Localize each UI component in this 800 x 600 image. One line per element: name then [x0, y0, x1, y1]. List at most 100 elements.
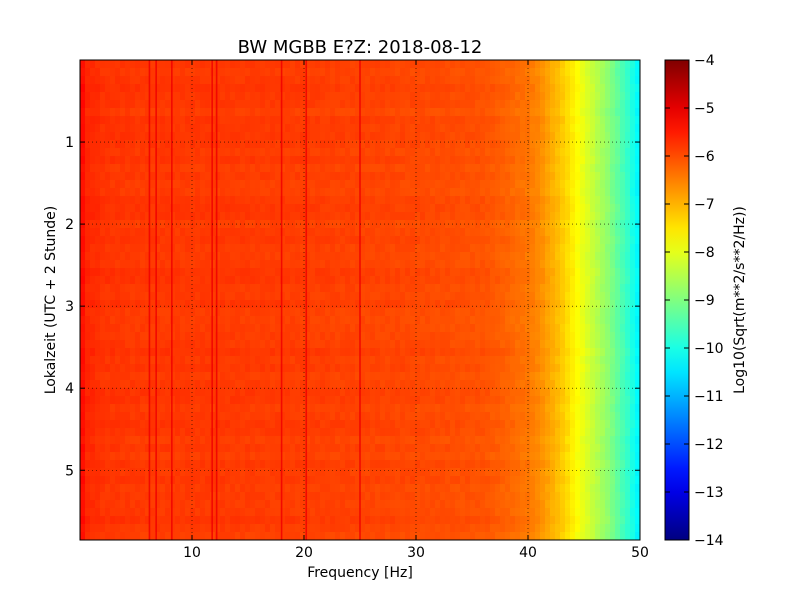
heatmap-cell [505, 172, 511, 181]
heatmap-cell [135, 148, 141, 157]
heatmap-cell [515, 204, 521, 213]
heatmap-cell [445, 348, 451, 357]
heatmap-cell [435, 220, 441, 229]
heatmap-cell [250, 124, 256, 133]
heatmap-cell [270, 356, 276, 365]
heatmap-cell [200, 372, 206, 381]
heatmap-cell [305, 396, 311, 405]
heatmap-cell [160, 260, 166, 269]
heatmap-cell [330, 276, 336, 285]
heatmap-cell [620, 244, 626, 253]
heatmap-cell [390, 236, 396, 245]
heatmap-cell [300, 380, 306, 389]
heatmap-cell [380, 380, 386, 389]
heatmap-cell [320, 196, 326, 205]
heatmap-cell [630, 180, 636, 189]
heatmap-cell [470, 260, 476, 269]
heatmap-cell [160, 244, 166, 253]
heatmap-cell [145, 236, 151, 245]
heatmap-cell [215, 196, 221, 205]
heatmap-cell [220, 84, 226, 93]
heatmap-cell [395, 244, 401, 253]
heatmap-cell [490, 164, 496, 173]
heatmap-cell [625, 148, 631, 157]
heatmap-cell [160, 220, 166, 229]
heatmap-cell [580, 300, 586, 309]
heatmap-cell [470, 156, 476, 165]
heatmap-cell [440, 348, 446, 357]
heatmap-cell [585, 300, 591, 309]
heatmap-cell [355, 148, 361, 157]
heatmap-cell [480, 116, 486, 125]
heatmap-cell [230, 180, 236, 189]
heatmap-cell [120, 372, 126, 381]
heatmap-cell [560, 172, 566, 181]
heatmap-cell [630, 340, 636, 349]
heatmap-cell [605, 404, 611, 413]
heatmap-cell [190, 308, 196, 317]
heatmap-cell [115, 220, 121, 229]
heatmap-cell [205, 84, 211, 93]
heatmap-cell [545, 212, 551, 221]
heatmap-cell [250, 204, 256, 213]
heatmap-cell [440, 396, 446, 405]
heatmap-cell [405, 204, 411, 213]
heatmap-cell [120, 308, 126, 317]
heatmap-cell [105, 132, 111, 141]
heatmap-cell [420, 260, 426, 269]
heatmap-cell [215, 332, 221, 341]
heatmap-cell [605, 220, 611, 229]
heatmap-cell [280, 284, 286, 293]
heatmap-cell [370, 92, 376, 101]
heatmap-cell [590, 140, 596, 149]
heatmap-cell [85, 284, 91, 293]
heatmap-cell [140, 156, 146, 165]
heatmap-cell [250, 308, 256, 317]
heatmap-cell [495, 268, 501, 277]
heatmap-cell [295, 404, 301, 413]
heatmap-cell [585, 324, 591, 333]
heatmap-cell [560, 404, 566, 413]
heatmap-cell [630, 356, 636, 365]
heatmap-cell [130, 356, 136, 365]
heatmap-cell [420, 300, 426, 309]
heatmap-cell [545, 324, 551, 333]
heatmap-cell [560, 164, 566, 173]
heatmap-cell [625, 220, 631, 229]
heatmap-cell [135, 404, 141, 413]
heatmap-cell [190, 276, 196, 285]
heatmap-cell [480, 92, 486, 101]
heatmap-cell [255, 276, 261, 285]
heatmap-cell [480, 364, 486, 373]
heatmap-cell [95, 284, 101, 293]
heatmap-cell [605, 292, 611, 301]
heatmap-cell [190, 332, 196, 341]
heatmap-cell [585, 364, 591, 373]
heatmap-cell [620, 164, 626, 173]
heatmap-cell [340, 348, 346, 357]
heatmap-cell [270, 396, 276, 405]
heatmap-cell [380, 60, 386, 69]
heatmap-cell [280, 92, 286, 101]
heatmap-cell [415, 92, 421, 101]
heatmap-cell [460, 284, 466, 293]
heatmap-cell [495, 252, 501, 261]
heatmap-cell [495, 388, 501, 397]
heatmap-cell [490, 196, 496, 205]
heatmap-cell [585, 276, 591, 285]
heatmap-cell [185, 348, 191, 357]
heatmap-cell [365, 372, 371, 381]
heatmap-cell [110, 276, 116, 285]
heatmap-cell [350, 300, 356, 309]
heatmap-cell [125, 148, 131, 157]
heatmap-cell [500, 60, 506, 69]
heatmap-cell [355, 260, 361, 269]
heatmap-cell [460, 188, 466, 197]
heatmap-cell [440, 196, 446, 205]
heatmap-cell [505, 356, 511, 365]
heatmap-cell [155, 252, 161, 261]
heatmap-cell [260, 124, 266, 133]
heatmap-cell [270, 388, 276, 397]
heatmap-cell [490, 60, 496, 69]
heatmap-cell [425, 276, 431, 285]
